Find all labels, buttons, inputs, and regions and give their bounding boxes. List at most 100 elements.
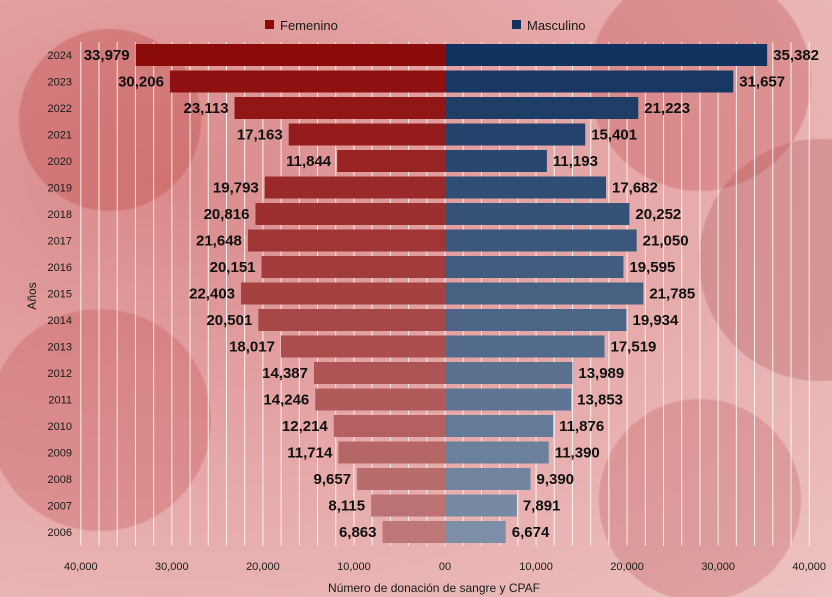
data-label-femenino: 20,151 [210,259,256,276]
data-label-masculino: 21,223 [644,100,690,117]
x-tick-label: 40,000 [64,561,98,573]
data-label-masculino: 21,785 [649,286,695,303]
legend-swatch-femenino [265,20,274,29]
bar-femenino-2007 [371,494,445,517]
year-labels-group: 2024 2023 2022 2021 2020 2019 2018 2017 2016 2015… [48,50,72,539]
legend-label-masculino: Masculino [527,18,586,33]
data-label-masculino: 17,519 [611,339,657,356]
data-label-femenino: 14,246 [263,392,309,409]
bar-masculino-2011 [445,388,572,411]
year-label: 2010 [48,421,72,433]
data-label-masculino: 19,595 [629,259,675,276]
year-label: 2024 [48,50,72,62]
data-label-masculino: 11,193 [553,153,598,170]
x-tick-label: 40,000 [792,561,826,573]
bar-masculino-2012 [445,362,573,384]
bar-femenino-2022 [234,97,445,119]
data-label-masculino: 15,401 [591,127,637,144]
year-label: 2011 [48,395,72,407]
data-label-femenino: 18,017 [229,339,275,356]
year-label: 2019 [48,183,72,195]
data-label-masculino: 17,682 [612,180,658,197]
bar-masculino-2016 [445,256,624,278]
bar-masculino-2008 [445,468,531,490]
x-axis-title: Número de donación de sangre y CPAF [328,581,540,595]
bar-femenino-2016 [261,256,445,278]
data-label-masculino: 11,390 [555,445,600,462]
data-label-femenino: 12,214 [282,418,329,435]
year-label: 2020 [48,156,72,168]
x-tick-label: 30,000 [701,561,735,573]
bar-masculino-2017 [445,229,637,252]
data-label-femenino: 22,403 [189,286,235,303]
data-label-masculino: 31,657 [739,74,785,91]
year-label: 2018 [48,209,72,221]
data-label-masculino: 21,050 [643,233,689,250]
bar-masculino-2014 [445,309,627,331]
data-label-femenino: 9,657 [314,471,352,488]
legend: Femenino Masculino [265,18,586,33]
data-label-femenino: 11,844 [286,153,332,170]
data-label-masculino: 35,382 [773,47,819,64]
data-label-femenino: 23,113 [183,100,228,117]
data-label-femenino: 30,206 [118,74,164,91]
x-tick-label: 20,000 [246,561,280,573]
bar-masculino-2019 [445,176,606,199]
bar-femenino-2023 [169,70,445,93]
bar-femenino-2017 [247,229,445,252]
bar-masculino-2024 [445,44,768,66]
bar-masculino-2013 [445,335,605,358]
bar-masculino-2009 [445,441,549,464]
year-label: 2022 [48,103,72,115]
legend-label-femenino: Femenino [280,18,338,33]
bar-masculino-2023 [445,70,734,93]
bar-femenino-2013 [280,335,445,358]
data-label-masculino: 19,934 [632,312,679,329]
bar-femenino-2018 [255,203,445,225]
data-label-masculino: 20,252 [635,206,681,223]
data-label-masculino: 13,853 [577,392,623,409]
year-label: 2009 [48,448,72,460]
year-label: 2021 [48,130,72,142]
bar-femenino-2019 [264,176,445,199]
bar-femenino-2020 [337,150,445,172]
y-axis-title: Años [25,282,39,309]
data-labels-group: 33,979 35,382 30,206 31,657 23,113 21,223 17,1… [84,47,819,541]
x-tick-label: 10,000 [519,561,553,573]
year-label: 2015 [48,289,72,301]
year-label: 2017 [48,236,72,248]
data-label-femenino: 21,648 [196,233,242,250]
year-label: 2023 [48,77,72,89]
x-tick-label: 20,000 [610,561,644,573]
data-label-femenino: 14,387 [262,365,308,382]
data-label-femenino: 17,163 [237,127,283,144]
bar-femenino-2006 [382,521,445,543]
data-label-femenino: 19,793 [213,180,259,197]
bar-femenino-2010 [333,415,445,437]
bar-masculino-2020 [445,150,547,172]
bar-masculino-2018 [445,203,630,225]
bar-femenino-2024 [135,44,445,66]
legend-swatch-masculino [512,20,521,29]
data-label-femenino: 20,816 [204,206,250,223]
x-tick-label: 00 [439,561,451,573]
bar-femenino-2021 [288,123,445,146]
data-label-masculino: 9,390 [536,471,574,488]
bar-masculino-2022 [445,97,639,119]
data-label-femenino: 6,863 [339,524,377,541]
data-label-femenino: 11,714 [287,445,333,462]
x-tick-labels-group: 40,000 30,000 20,000 10,000 00 10,000 20,000 30… [64,561,826,573]
bar-femenino-2012 [314,362,445,384]
bar-masculino-2010 [445,415,554,437]
bar-femenino-2015 [241,282,445,305]
bar-masculino-2007 [445,494,517,517]
bar-masculino-2015 [445,282,644,305]
year-label: 2014 [48,315,72,327]
bar-femenino-2009 [338,441,445,464]
year-label: 2013 [48,342,72,354]
data-label-femenino: 33,979 [84,47,130,64]
bar-masculino-2021 [445,123,586,146]
year-label: 2008 [48,474,72,486]
